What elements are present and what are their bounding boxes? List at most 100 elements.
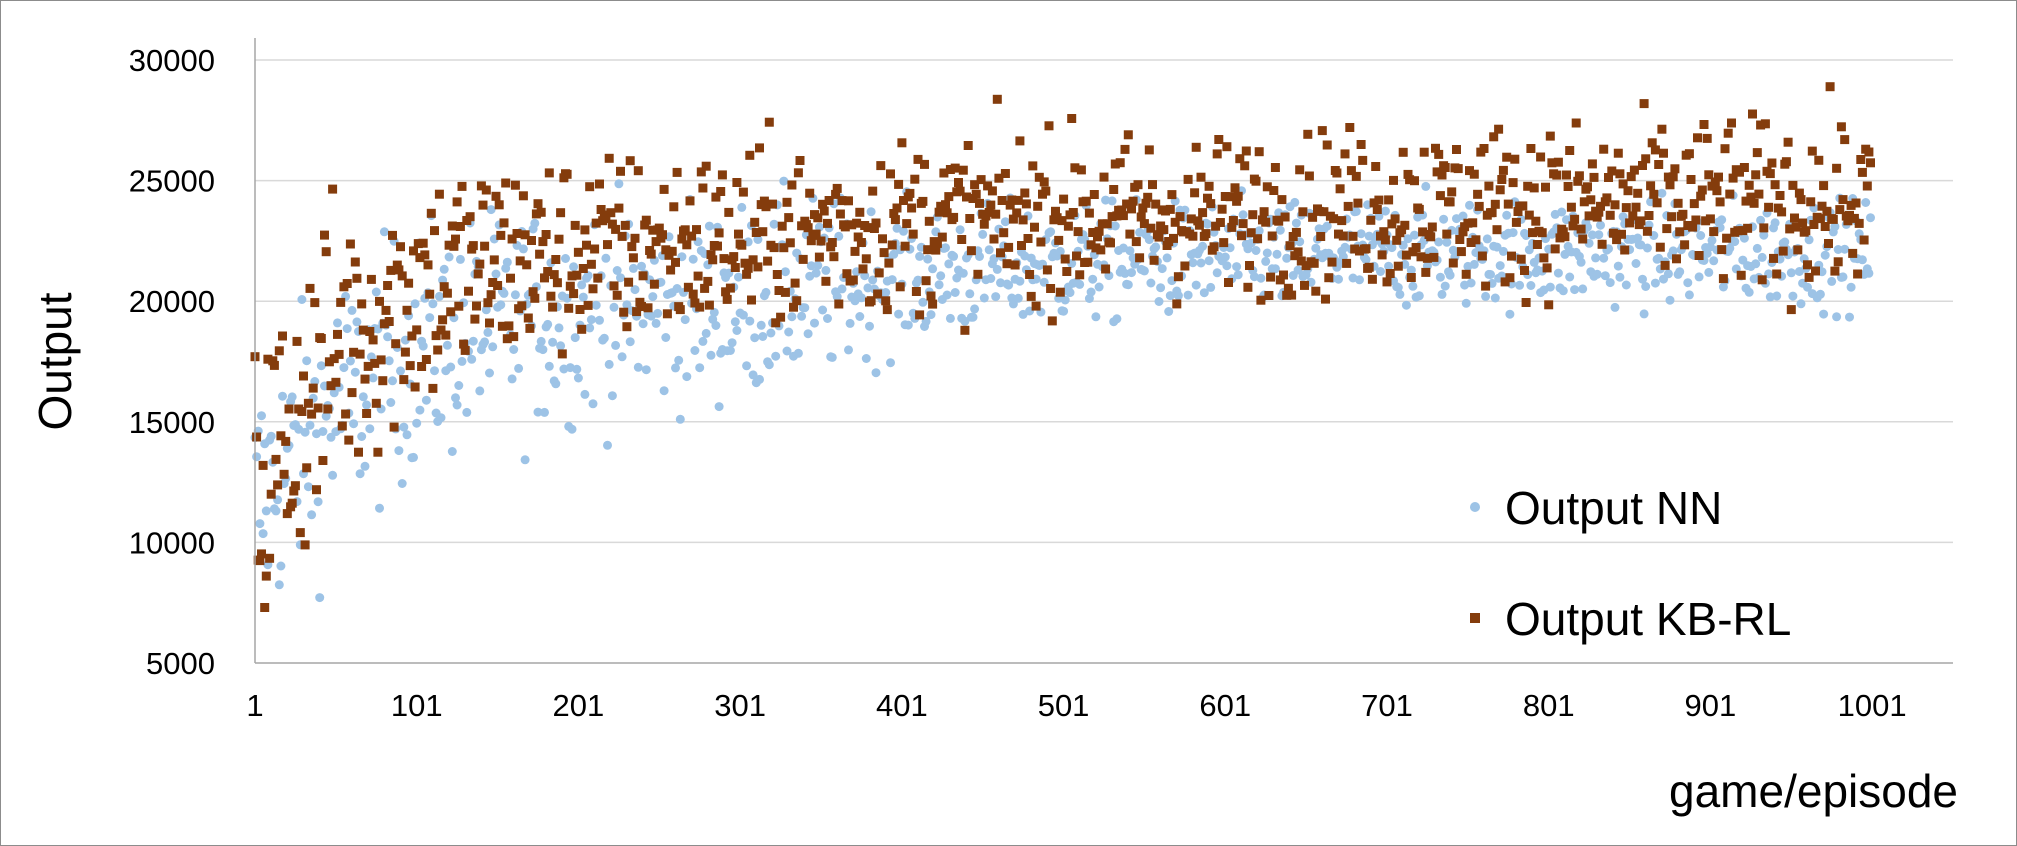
data-point	[1486, 270, 1495, 279]
data-point	[1321, 294, 1330, 304]
data-point	[1739, 163, 1749, 172]
data-point	[1830, 222, 1840, 232]
data-point	[289, 486, 299, 496]
data-point	[659, 184, 669, 194]
data-point	[1264, 291, 1274, 300]
data-point	[1406, 273, 1416, 282]
data-point	[1613, 148, 1623, 158]
data-point	[1164, 307, 1174, 316]
data-point	[1772, 269, 1782, 279]
data-point	[1138, 203, 1148, 213]
data-point	[934, 280, 944, 290]
data-point	[852, 218, 862, 228]
data-point	[591, 300, 601, 310]
data-point	[798, 254, 808, 264]
data-point	[1707, 235, 1717, 245]
data-point	[671, 363, 680, 373]
data-point	[651, 318, 661, 328]
data-point	[536, 207, 546, 217]
data-point	[1495, 261, 1505, 271]
data-point	[716, 187, 726, 196]
data-point	[1125, 229, 1135, 239]
data-point	[607, 391, 617, 401]
data-point	[1393, 261, 1403, 271]
data-point	[1408, 281, 1418, 291]
data-point	[548, 302, 558, 312]
data-point	[1600, 271, 1610, 281]
data-point	[1356, 229, 1366, 239]
data-point	[1224, 278, 1233, 287]
data-point	[703, 276, 713, 286]
data-point	[310, 298, 320, 308]
data-point	[423, 260, 433, 270]
data-point	[278, 391, 287, 401]
data-point	[698, 336, 708, 346]
data-point	[1230, 183, 1240, 193]
data-point	[1398, 147, 1408, 157]
data-point	[690, 346, 700, 355]
data-point	[992, 94, 1002, 104]
x-tick-label: 201	[553, 688, 605, 723]
data-point	[1830, 266, 1840, 276]
data-point	[1427, 222, 1437, 232]
data-point	[541, 230, 551, 239]
data-point	[583, 271, 593, 281]
data-point	[452, 197, 462, 207]
data-point	[1123, 130, 1133, 140]
data-point	[1154, 297, 1164, 306]
data-point	[1308, 212, 1318, 222]
data-point	[1833, 257, 1843, 267]
data-point	[303, 398, 313, 408]
data-point	[606, 208, 616, 218]
data-point	[1605, 278, 1615, 288]
data-point	[1623, 186, 1633, 196]
data-point	[682, 240, 692, 250]
data-point	[344, 435, 354, 445]
data-point	[1010, 260, 1020, 270]
data-point	[869, 224, 879, 233]
data-point	[680, 315, 690, 325]
data-point	[942, 290, 952, 300]
data-point	[1173, 291, 1183, 301]
data-point	[1030, 222, 1039, 232]
data-point	[352, 273, 362, 283]
data-point	[518, 244, 528, 254]
data-point	[827, 352, 837, 362]
data-point	[1183, 174, 1193, 184]
x-tick-label: 1	[246, 688, 263, 723]
data-point	[662, 309, 672, 319]
data-point	[486, 290, 496, 300]
data-point	[595, 315, 604, 325]
data-point	[489, 255, 499, 265]
data-point	[884, 258, 894, 268]
data-point	[1262, 182, 1272, 192]
data-point	[381, 305, 391, 315]
x-tick-label: 801	[1523, 688, 1575, 723]
data-point	[586, 259, 596, 269]
data-point	[628, 263, 638, 273]
data-point	[1052, 213, 1062, 223]
data-point	[1576, 224, 1586, 234]
data-point	[255, 519, 265, 529]
data-point	[761, 202, 771, 212]
data-point	[603, 240, 612, 250]
data-point	[611, 224, 621, 234]
data-point	[1144, 145, 1154, 155]
data-point	[814, 252, 824, 262]
data-point	[426, 208, 436, 218]
data-point	[627, 242, 637, 252]
data-point	[514, 363, 524, 373]
data-point	[1621, 203, 1631, 213]
data-point	[878, 234, 887, 244]
data-point	[1089, 190, 1099, 199]
legend: Output NN Output KB-RL	[1470, 482, 1791, 645]
data-point	[1675, 267, 1685, 277]
data-point	[761, 287, 771, 297]
data-point	[454, 381, 464, 390]
data-point	[1220, 252, 1230, 262]
data-point	[759, 196, 769, 206]
data-point	[1592, 212, 1602, 222]
data-point	[648, 225, 658, 235]
data-point	[439, 282, 449, 292]
data-point	[389, 422, 399, 432]
